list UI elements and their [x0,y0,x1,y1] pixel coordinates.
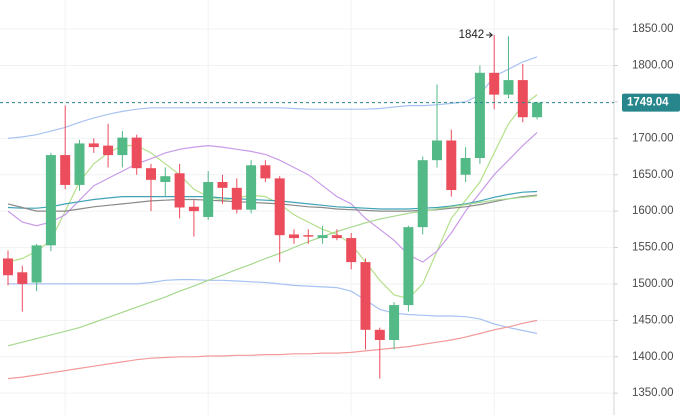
candle-body [503,80,514,95]
candle-body [417,160,428,228]
candle-body [474,72,485,158]
indicator-line [7,319,538,380]
candle-body [3,258,13,276]
candle-body [188,206,199,212]
candle-body [117,137,128,156]
high-annotation: 1842 [459,29,485,41]
candle-body [231,187,242,210]
candle-body [460,157,471,175]
candle-body [532,102,543,118]
candle-body [246,165,257,210]
candle-body [517,80,528,118]
candle-body [389,305,400,341]
candle-body [489,72,500,95]
last-price-label: 1749.04 [627,97,669,109]
candle-body [303,235,314,237]
candle-body [74,143,85,185]
annotation-arrow [486,32,493,38]
candle-body [203,182,214,217]
candle-body [88,143,99,148]
y-tick-label: 1500.00 [632,278,674,290]
last-price-box [622,93,680,112]
candle-body [317,235,328,239]
candle-body [60,155,71,185]
y-tick-label: 1700.00 [632,132,674,144]
candle-body [274,178,285,236]
candle-body [432,140,442,161]
indicator-line [7,195,538,347]
candle-body [360,262,371,330]
indicator-line [7,56,538,139]
candle-body [346,238,357,263]
indicator-line [8,279,538,335]
indicator-line [7,194,538,212]
indicator-line [7,190,538,210]
y-tick-label: 1450.00 [632,314,674,326]
candle-body [217,182,228,188]
candle-body [260,165,271,179]
candle-body [45,155,56,246]
candle-body [17,272,28,284]
candle-body [160,176,171,183]
indicator-line [7,132,538,263]
candle-body [31,245,42,283]
y-tick-label: 1800.00 [632,60,674,72]
y-tick-label: 1550.00 [632,242,674,254]
y-tick-label: 1600.00 [632,205,674,217]
y-tick-label: 1400.00 [632,351,674,363]
y-tick-label: 1850.00 [632,23,674,35]
candle-body [331,235,342,239]
candle-body [374,329,385,341]
candle-body [403,227,414,306]
candle-body [131,137,142,169]
candle-body [446,140,457,191]
y-tick-label: 1350.00 [632,387,674,399]
candle-body [174,173,185,208]
candle-body [289,234,299,239]
candle-body [146,168,156,180]
candle-body [103,145,114,156]
y-tick-label: 1650.00 [632,169,674,181]
